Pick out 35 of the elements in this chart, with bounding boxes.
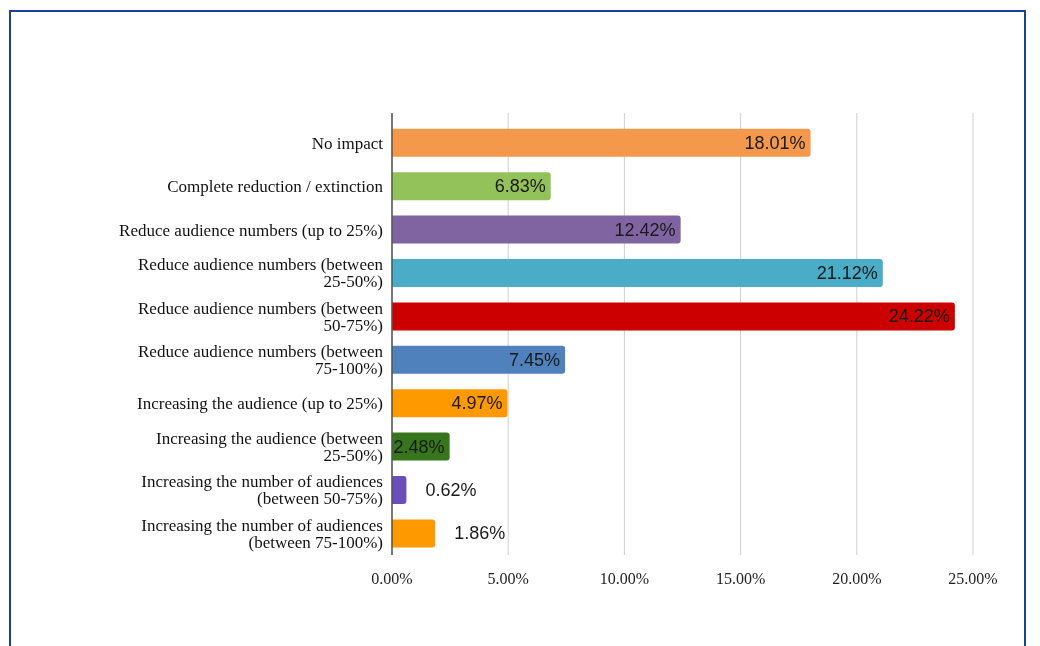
x-tick-label: 25.00%	[948, 570, 998, 588]
y-tick-label: Complete reduction / extinction	[167, 176, 384, 196]
y-tick-label: Increasing the audience (between 25-50%)	[155, 428, 384, 465]
data-label: 18.01%	[744, 132, 806, 153]
bar	[392, 476, 407, 505]
bar	[392, 259, 883, 288]
y-tick-label: Reduce audience numbers (between 75-100%)	[138, 341, 384, 378]
data-label: 21.12%	[816, 263, 878, 284]
y-tick-label: Reduce audience numbers (up to 25%)	[119, 220, 383, 239]
bar	[392, 345, 566, 374]
y-tick-label: No impact	[311, 133, 384, 153]
bar	[392, 389, 508, 418]
x-tick-label: 15.00%	[715, 570, 766, 588]
y-tick-label: Increasing the number of audiences (between 50-75%)	[141, 471, 383, 508]
data-label: 12.42%	[614, 219, 676, 240]
data-label: 4.97%	[451, 393, 503, 414]
x-tick-label: 0.00%	[371, 570, 413, 588]
bar	[392, 172, 551, 201]
bar	[392, 215, 681, 244]
data-label: 2.48%	[393, 436, 445, 457]
data-label: 24.22%	[888, 306, 950, 327]
bar	[392, 128, 811, 157]
y-tick-label: Reduce audience numbers (between 50-75%)	[138, 298, 384, 335]
x-tick-label: 5.00%	[487, 570, 529, 588]
y-tick-label: Reduce audience numbers (between 25-50%)	[138, 254, 384, 291]
data-label: 0.62%	[425, 480, 477, 501]
data-label: 1.86%	[454, 523, 506, 544]
bar	[392, 302, 955, 331]
data-label: 7.45%	[509, 349, 561, 370]
bar	[392, 519, 436, 548]
y-tick-label: Increasing the number of audiences (between 75-100%)	[141, 515, 383, 552]
x-tick-label: 10.00%	[599, 570, 650, 588]
x-tick-label: 20.00%	[832, 570, 882, 588]
data-label: 6.83%	[494, 176, 546, 197]
y-tick-label: Increasing the audience (up to 25%)	[137, 393, 383, 413]
